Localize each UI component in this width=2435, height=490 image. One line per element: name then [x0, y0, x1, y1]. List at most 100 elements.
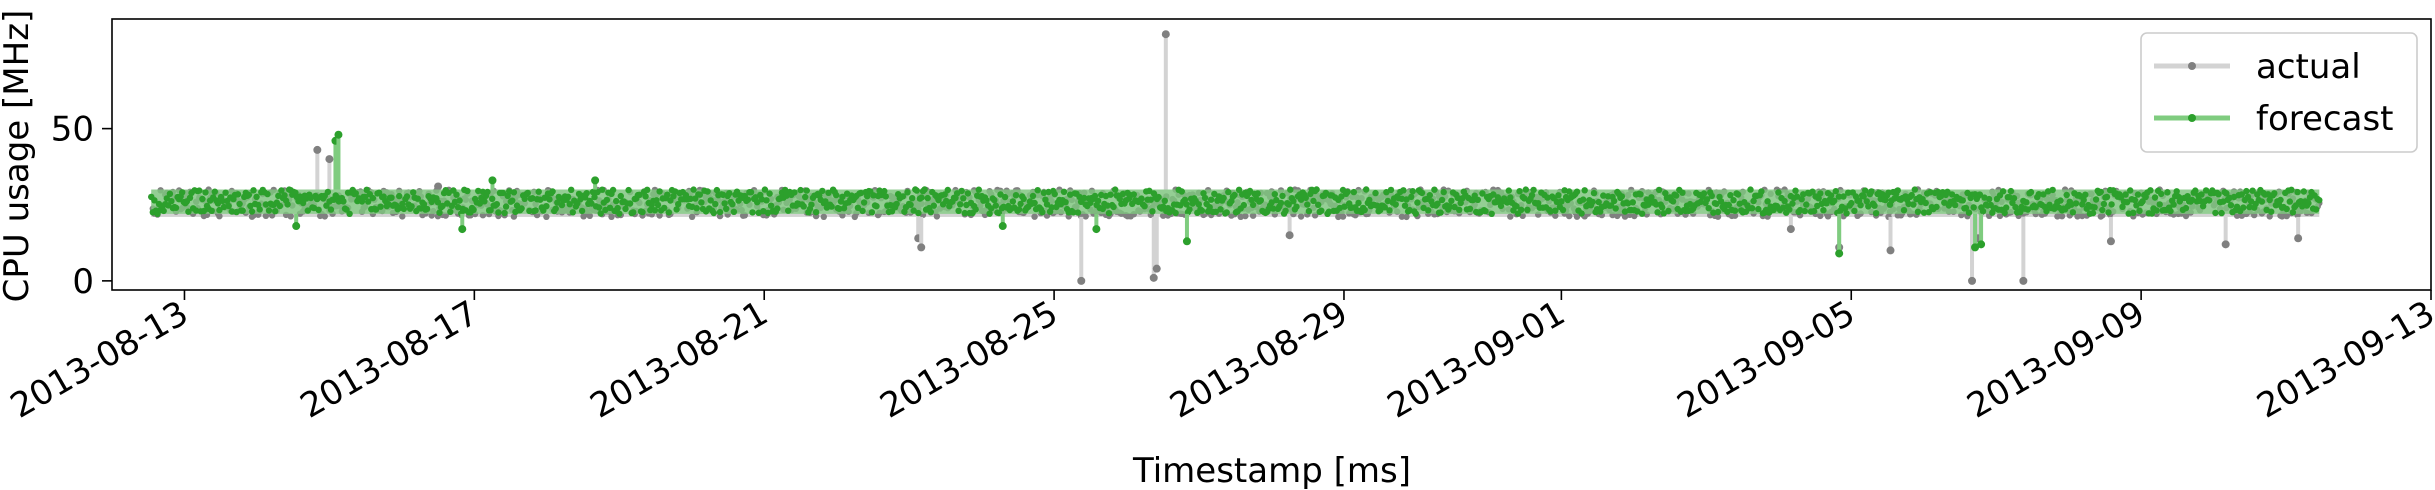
series-point	[595, 204, 603, 211]
series-point	[219, 197, 226, 205]
series-point	[1338, 193, 1345, 200]
series-point	[1911, 186, 1919, 193]
series-point	[1951, 201, 1959, 209]
series-point	[873, 203, 880, 210]
series-point	[1547, 208, 1554, 215]
series-point	[710, 209, 717, 217]
series-point	[1279, 192, 1286, 200]
x-tick-label: 2013-09-05	[1671, 293, 1862, 426]
series-point	[1820, 207, 1827, 214]
series-point	[2277, 196, 2284, 204]
series-point	[2040, 191, 2047, 198]
series-point	[774, 205, 781, 212]
series-point	[907, 201, 914, 208]
series-point	[2316, 197, 2323, 204]
series-point	[506, 188, 513, 195]
series-point	[688, 213, 696, 220]
series-point	[812, 209, 820, 216]
series-point	[1482, 208, 1489, 215]
series-point	[2289, 209, 2297, 216]
series-point	[1713, 200, 1720, 207]
y-tick-label: 0	[72, 262, 94, 302]
series-point	[410, 189, 417, 196]
series-point	[262, 201, 270, 208]
series-point	[2134, 191, 2142, 198]
series-point	[1290, 198, 1297, 205]
x-tick-label: 2013-08-29	[1163, 293, 1354, 426]
series-point	[1325, 208, 1333, 215]
x-tick-label: 2013-08-13	[4, 293, 195, 426]
series-point	[603, 196, 611, 204]
series-point	[1031, 199, 1038, 207]
series-point	[1999, 188, 2007, 195]
series-point	[2092, 196, 2100, 203]
series-point	[1631, 212, 1638, 220]
series-point	[693, 205, 700, 212]
series-point	[487, 207, 494, 214]
series-point	[2288, 186, 2295, 193]
series-point	[2082, 191, 2089, 198]
series-point	[1249, 201, 1257, 209]
series-actual	[148, 30, 2323, 285]
series-point	[1959, 197, 1967, 204]
series-point	[1223, 209, 1230, 216]
series-point	[1629, 199, 1637, 206]
series-point	[493, 201, 500, 208]
series-point	[1730, 197, 1737, 204]
series-point	[1155, 193, 1162, 201]
series-point	[1110, 203, 1117, 211]
series-point	[1437, 209, 1444, 216]
series-point	[403, 193, 411, 200]
series-outlier-point	[313, 145, 322, 154]
series-point	[2023, 199, 2030, 206]
series-point	[346, 210, 353, 217]
series-point	[2297, 198, 2304, 205]
series-point	[248, 208, 256, 215]
series-point	[828, 203, 835, 210]
series-point	[1426, 192, 1434, 199]
series-point	[1714, 208, 1722, 216]
series-point	[1803, 201, 1810, 208]
series-point	[1516, 188, 1523, 195]
series-point	[365, 198, 372, 205]
series-point	[698, 199, 705, 206]
series-point	[1976, 191, 1984, 198]
series-point	[265, 207, 273, 214]
series-point	[899, 193, 907, 200]
series-outlier-point	[1968, 276, 1977, 285]
series-point	[1414, 199, 1421, 206]
series-point	[2202, 187, 2210, 194]
series-point	[1490, 191, 1497, 198]
series-outlier-point	[334, 130, 343, 139]
series-point	[1703, 196, 1711, 203]
series-point	[196, 187, 203, 194]
series-point	[836, 205, 843, 212]
series-point	[1748, 205, 1756, 212]
series-point	[1198, 207, 1206, 214]
series-point	[1112, 186, 1119, 193]
series-point	[1466, 205, 1474, 212]
series-point	[281, 192, 288, 199]
series-point	[264, 190, 271, 198]
series-point	[870, 192, 877, 199]
series-outlier-point	[325, 155, 334, 164]
series-point	[639, 208, 646, 216]
series-point	[321, 213, 328, 220]
series-point	[921, 186, 928, 193]
series-point	[991, 196, 998, 204]
series-point	[2300, 188, 2307, 195]
x-tick-label: 2013-09-13	[2250, 293, 2435, 426]
series-point	[882, 193, 889, 200]
series-point	[1755, 205, 1762, 213]
plot-frame	[111, 18, 2432, 291]
series-point	[2212, 209, 2219, 217]
x-tick-label: 2013-08-17	[294, 293, 485, 426]
series-outlier-point	[591, 176, 600, 185]
series-point	[361, 193, 369, 201]
series-point	[502, 203, 510, 210]
series-point	[893, 200, 900, 208]
series-point	[1731, 212, 1739, 219]
series-point	[1273, 196, 1280, 204]
series-point	[1304, 201, 1311, 208]
series-point	[622, 205, 629, 213]
